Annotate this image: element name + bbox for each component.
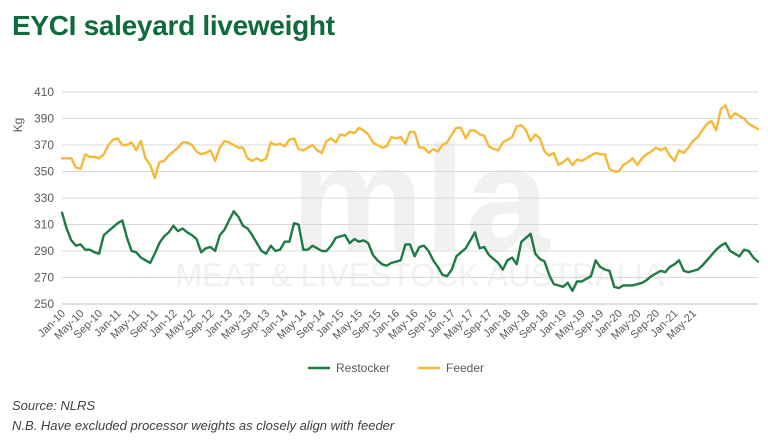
x-axis-ticks: Jan-10May-10Sep-10Jan-11May-11Sep-11Jan-… [36, 308, 699, 342]
footnote: N.B. Have excluded processor weights as … [12, 418, 395, 433]
y-tick-label: 350 [34, 165, 54, 179]
legend: Restocker Feeder [308, 361, 484, 375]
series-line-restocker [60, 210, 760, 292]
y-tick-label: 390 [34, 112, 54, 126]
y-axis-ticks: 250 270 290 310 330 350 370 390 410 [34, 85, 54, 311]
y-tick-label: 330 [34, 191, 54, 205]
watermark: mla MEAT & LIVESTOCK AUSTRALIA [175, 114, 665, 293]
gridlines [62, 91, 758, 305]
y-tick-label: 310 [34, 218, 54, 232]
y-axis-label: Kg [11, 118, 25, 133]
chart-title: EYCI saleyard liveweight [12, 10, 335, 41]
legend-label-restocker: Restocker [336, 361, 390, 375]
legend-label-feeder: Feeder [446, 361, 484, 375]
y-tick-label: 250 [34, 297, 54, 311]
watermark-tagline: MEAT & LIVESTOCK AUSTRALIA [175, 257, 665, 293]
series-line-feeder [60, 104, 760, 180]
y-tick-label: 410 [34, 85, 54, 99]
y-tick-label: 290 [34, 244, 54, 258]
series-lines [60, 104, 760, 292]
source-note: Source: NLRS [12, 398, 96, 413]
y-tick-label: 270 [34, 271, 54, 285]
y-tick-label: 370 [34, 138, 54, 152]
